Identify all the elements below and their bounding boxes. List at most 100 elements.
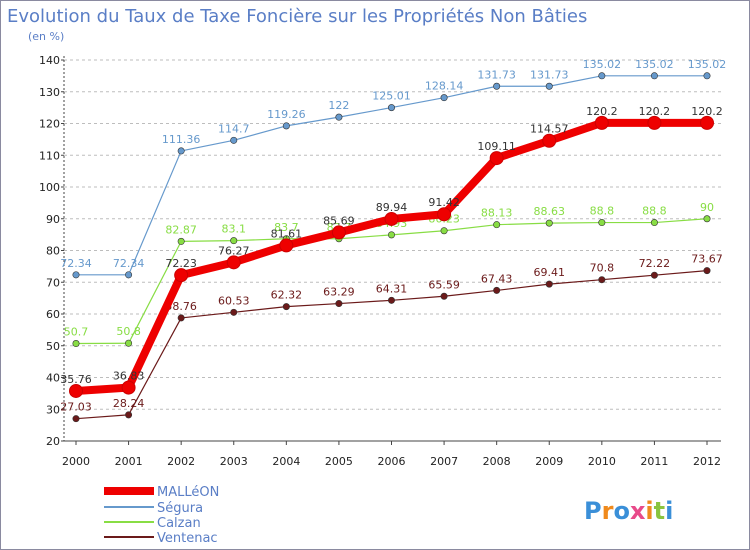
data-label: 131.73	[477, 68, 516, 81]
data-label: 83.7	[274, 221, 299, 234]
data-label: 64.31	[376, 282, 408, 295]
data-point	[72, 271, 80, 279]
data-point	[121, 380, 136, 395]
data-point	[440, 94, 448, 102]
y-tick-label: 50	[46, 340, 60, 353]
data-label: 88.8	[642, 205, 667, 218]
data-point	[647, 115, 662, 130]
logo-letter: x	[630, 497, 646, 525]
y-tick-label: 90	[46, 213, 60, 226]
data-point	[545, 280, 553, 288]
x-tick-label: 2007	[430, 455, 458, 468]
data-label: 72.22	[639, 257, 671, 270]
data-point	[226, 255, 241, 270]
series-ventenac: 27.03 28.24 58.76 60.53 62.32 63.29 64.31 65.59…	[60, 253, 723, 423]
data-label: 28.24	[113, 397, 145, 410]
logo-letter: i	[665, 497, 673, 525]
data-point	[230, 136, 238, 144]
data-label: 120.2	[691, 105, 723, 118]
data-point	[335, 300, 343, 308]
data-point	[177, 237, 185, 245]
data-point	[72, 415, 80, 423]
y-tick-label: 100	[39, 181, 60, 194]
data-label: 70.8	[590, 262, 615, 275]
y-tick-label: 70	[46, 276, 60, 289]
logo-letter: r	[602, 497, 614, 525]
data-point	[650, 271, 658, 279]
series-lines: 72.34 72.34 111.36 114.7 119.26 122 125.01 128.…	[60, 58, 727, 423]
data-label: 90	[700, 201, 714, 214]
logo-letter: i	[645, 497, 653, 525]
data-point	[387, 231, 395, 239]
x-tick-label: 2010	[588, 455, 616, 468]
data-point	[174, 268, 189, 283]
data-point	[703, 72, 711, 80]
data-label: 114.7	[218, 122, 250, 135]
data-point	[282, 303, 290, 311]
data-label: 88.8	[590, 205, 615, 218]
data-label: 111.36	[162, 133, 201, 146]
data-point	[493, 82, 501, 90]
data-label: 36.83	[113, 370, 145, 383]
x-tick-label: 2005	[325, 455, 353, 468]
x-tick-label: 2001	[115, 455, 143, 468]
data-label: 114.57	[530, 123, 569, 136]
data-label: 125.01	[372, 90, 411, 103]
x-tick-label: 2003	[220, 455, 248, 468]
logo-letter: t	[654, 497, 665, 525]
y-axis-ticks: 20 30 40 50 60 70 80 90 100 110 120 130 140	[39, 54, 64, 448]
y-tick-label: 60	[46, 308, 60, 321]
data-label: 119.26	[267, 108, 306, 121]
logo-text: Proxiti	[584, 497, 673, 525]
data-label: 62.32	[271, 289, 303, 302]
data-point	[437, 207, 452, 222]
data-label: 122	[328, 99, 349, 112]
data-point	[542, 133, 557, 148]
data-label: 91.42	[428, 196, 460, 209]
data-label: 135.02	[688, 58, 727, 71]
y-tick-label: 30	[46, 403, 60, 416]
data-label: 60.53	[218, 294, 250, 307]
data-point	[230, 237, 238, 245]
data-point	[440, 227, 448, 235]
data-label: 50.7	[64, 326, 89, 339]
legend-label: Calzan	[157, 516, 201, 531]
data-point	[493, 221, 501, 229]
x-tick-label: 2000	[62, 455, 90, 468]
y-tick-label: 80	[46, 245, 60, 258]
legend-label: MALLéON	[157, 485, 219, 500]
data-label: 131.73	[530, 68, 569, 81]
data-label: 82.87	[165, 223, 197, 236]
series-sgura: 72.34 72.34 111.36 114.7 119.26 122 125.01 128.…	[60, 58, 727, 279]
data-label: 63.29	[323, 286, 355, 299]
data-label: 128.14	[425, 80, 464, 93]
grid-lines	[64, 59, 721, 410]
x-tick-label: 2006	[378, 455, 406, 468]
data-point	[594, 115, 609, 130]
data-label: 69.41	[534, 266, 566, 279]
logo-letter: o	[613, 497, 630, 525]
data-point	[282, 122, 290, 130]
series-calzan: 50.750.882.8783.183.783.784.9386.2388.13…	[64, 201, 714, 348]
data-label: 120.2	[639, 105, 671, 118]
data-point	[598, 219, 606, 227]
data-label: 83.1	[222, 223, 247, 236]
data-point	[545, 219, 553, 227]
x-tick-label: 2002	[167, 455, 195, 468]
data-point	[125, 271, 133, 279]
data-point	[387, 104, 395, 112]
data-point	[703, 267, 711, 275]
data-label: 27.03	[60, 401, 92, 414]
x-axis-ticks: 2000 2001 2002 2003 2004 2005 2006 2007 2008 2009…	[62, 441, 721, 468]
data-point	[177, 314, 185, 322]
data-label: 135.02	[583, 58, 622, 71]
data-point	[125, 411, 133, 419]
data-label: 50.8	[116, 325, 141, 338]
data-label: 65.59	[428, 278, 460, 291]
data-label: 67.43	[481, 272, 513, 285]
data-point	[387, 296, 395, 304]
data-point	[545, 82, 553, 90]
data-point	[230, 308, 238, 316]
